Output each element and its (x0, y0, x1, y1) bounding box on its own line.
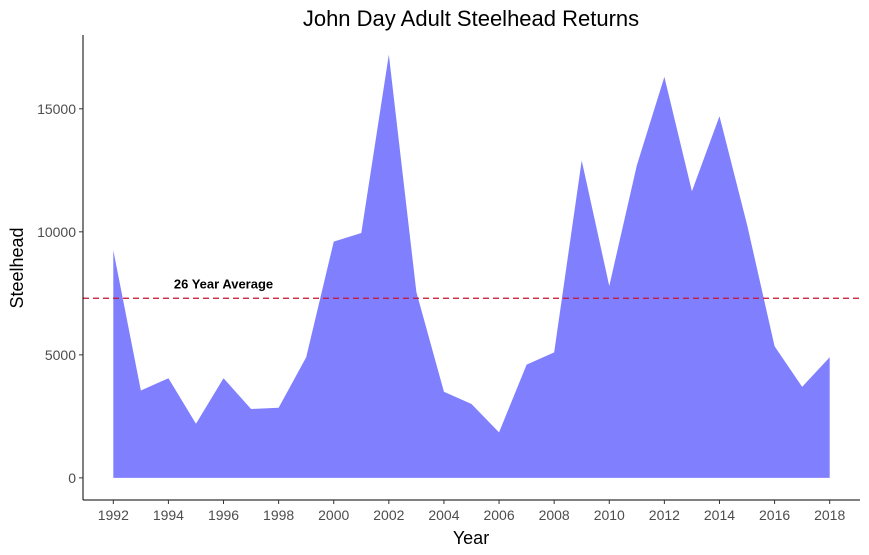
x-tick-label: 2010 (594, 507, 625, 523)
y-axis-title: Steelhead (7, 227, 27, 308)
area-series (113, 54, 830, 478)
x-tick-label: 2006 (483, 507, 514, 523)
x-tick-label: 2012 (649, 507, 680, 523)
x-tick-label: 2004 (428, 507, 459, 523)
x-axis: 1992 1994 1996 1998 2000 2002 2004 2006 2008 2010… (98, 500, 845, 523)
x-tick-label: 1992 (98, 507, 129, 523)
x-tick-label: 2016 (759, 507, 790, 523)
y-tick-label: 15000 (37, 101, 76, 117)
x-tick-label: 1998 (263, 507, 294, 523)
x-tick-label: 2014 (704, 507, 735, 523)
x-tick-label: 1994 (153, 507, 184, 523)
y-tick-label: 5000 (45, 347, 76, 363)
y-tick-label: 10000 (37, 224, 76, 240)
chart-title: John Day Adult Steelhead Returns (303, 6, 639, 31)
x-tick-label: 2008 (539, 507, 570, 523)
plot-area: 26 Year Average (83, 54, 860, 478)
x-tick-label: 2002 (373, 507, 404, 523)
x-tick-label: 2000 (318, 507, 349, 523)
y-tick-label: 0 (68, 470, 76, 486)
average-label: 26 Year Average (174, 276, 273, 291)
y-axis: 0 5000 10000 15000 (37, 101, 83, 486)
x-axis-title: Year (453, 528, 489, 548)
x-tick-label: 2018 (814, 507, 845, 523)
x-tick-label: 1996 (208, 507, 239, 523)
